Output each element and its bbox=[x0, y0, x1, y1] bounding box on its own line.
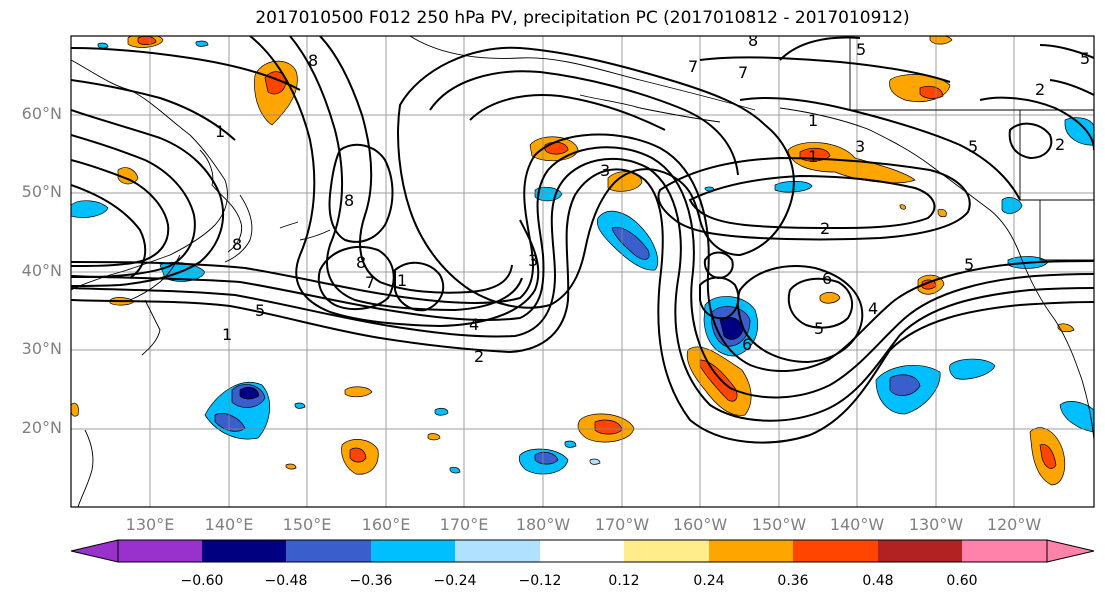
contour-label: 5 bbox=[814, 319, 824, 338]
lon-label-130w: 130°W bbox=[908, 515, 964, 534]
colorbar-segment bbox=[709, 540, 793, 562]
contour-label: 8 bbox=[356, 253, 366, 272]
colorbar-segment bbox=[878, 540, 962, 562]
colorbar-tick-label: 0.24 bbox=[693, 573, 725, 589]
contour-label: 6 bbox=[822, 269, 832, 288]
contour-label: 5 bbox=[255, 301, 265, 320]
colorbar-outline bbox=[117, 539, 1048, 563]
contour-label: 1 bbox=[808, 111, 818, 130]
contour-label: 5 bbox=[1080, 49, 1090, 68]
lon-label-160e: 160°E bbox=[361, 515, 411, 534]
colorbar-segment bbox=[286, 540, 371, 562]
contour-label: 1 bbox=[397, 271, 407, 290]
colorbar-segment bbox=[202, 540, 286, 562]
colorbar-tick-label: −0.36 bbox=[349, 573, 393, 589]
colorbar-tick-label: −0.48 bbox=[264, 573, 308, 589]
contour-label: 8 bbox=[748, 31, 758, 50]
lon-label-170w: 170°W bbox=[594, 515, 650, 534]
lon-label-150w: 150°W bbox=[751, 515, 807, 534]
lon-label-140w: 140°W bbox=[829, 515, 885, 534]
contour-label: 7 bbox=[738, 63, 748, 82]
contour-label: 6 bbox=[742, 335, 752, 354]
graticule bbox=[71, 36, 1094, 507]
contour-label: 1 bbox=[215, 122, 225, 141]
map-frame bbox=[70, 35, 1095, 508]
colorbar-segment bbox=[624, 540, 709, 562]
lon-label-180w: 180°W bbox=[515, 515, 571, 534]
lon-label-160w: 160°W bbox=[672, 515, 728, 534]
lon-label-130e: 130°E bbox=[125, 515, 175, 534]
colorbar-tick-label: 0.36 bbox=[777, 573, 809, 589]
pv-contours bbox=[71, 36, 1094, 444]
lat-label-40n: 40°N bbox=[21, 261, 62, 280]
colorbar-segment bbox=[118, 540, 202, 562]
precip-negative-areas bbox=[71, 40, 1094, 475]
colorbar-segment bbox=[962, 540, 1047, 562]
contour-label: 3 bbox=[528, 251, 538, 270]
contour-label: 3 bbox=[855, 137, 865, 156]
contour-label: 8 bbox=[232, 235, 242, 254]
contour-label: 4 bbox=[469, 315, 479, 334]
colorbar-tick-label: 0.48 bbox=[862, 573, 894, 589]
lon-label-150e: 150°E bbox=[282, 515, 332, 534]
contour-label: 5 bbox=[968, 137, 978, 156]
colorbar-segment bbox=[371, 540, 455, 562]
colorbar-tick-label: 0.60 bbox=[946, 573, 978, 589]
colorbar bbox=[70, 539, 1095, 563]
contour-label: 2 bbox=[1035, 80, 1045, 99]
colorbar-extend-max bbox=[1046, 539, 1095, 563]
lon-label-170e: 170°E bbox=[439, 515, 489, 534]
map-title: 2017010500 F012 250 hPa PV, precipitatio… bbox=[255, 8, 910, 28]
lon-label-120w: 120°W bbox=[986, 515, 1042, 534]
colorbar-segment bbox=[540, 540, 624, 562]
lat-label-30n: 30°N bbox=[21, 339, 62, 358]
colorbar-tick-label: −0.60 bbox=[180, 573, 224, 589]
contour-label: 1 bbox=[808, 147, 818, 166]
contour-label: 4 bbox=[868, 299, 878, 318]
contour-label: 8 bbox=[344, 191, 354, 210]
contour-label: 2 bbox=[1055, 135, 1065, 154]
lon-label-140e: 140°E bbox=[204, 515, 254, 534]
colorbar-tick-label: 0.12 bbox=[608, 573, 640, 589]
contour-label: 2 bbox=[474, 347, 484, 366]
colorbar-tick-label: −0.24 bbox=[433, 573, 477, 589]
colorbar-tick-label: −0.12 bbox=[518, 573, 562, 589]
colorbar-segment bbox=[793, 540, 878, 562]
precip-positive-areas bbox=[71, 36, 1075, 486]
lat-label-50n: 50°N bbox=[21, 182, 62, 201]
lat-label-20n: 20°N bbox=[21, 418, 62, 437]
contour-label: 5 bbox=[856, 40, 866, 59]
lat-label-60n: 60°N bbox=[21, 104, 62, 123]
contour-label: 7 bbox=[365, 273, 375, 292]
colorbar-segment bbox=[455, 540, 540, 562]
contour-label: 7 bbox=[688, 57, 698, 76]
contour-label: 3 bbox=[600, 161, 610, 180]
contour-label: 1 bbox=[222, 325, 232, 344]
contour-label: 8 bbox=[308, 51, 318, 70]
contour-label: 2 bbox=[820, 219, 830, 238]
contour-label: 5 bbox=[964, 255, 974, 274]
colorbar-extend-min bbox=[70, 539, 119, 563]
